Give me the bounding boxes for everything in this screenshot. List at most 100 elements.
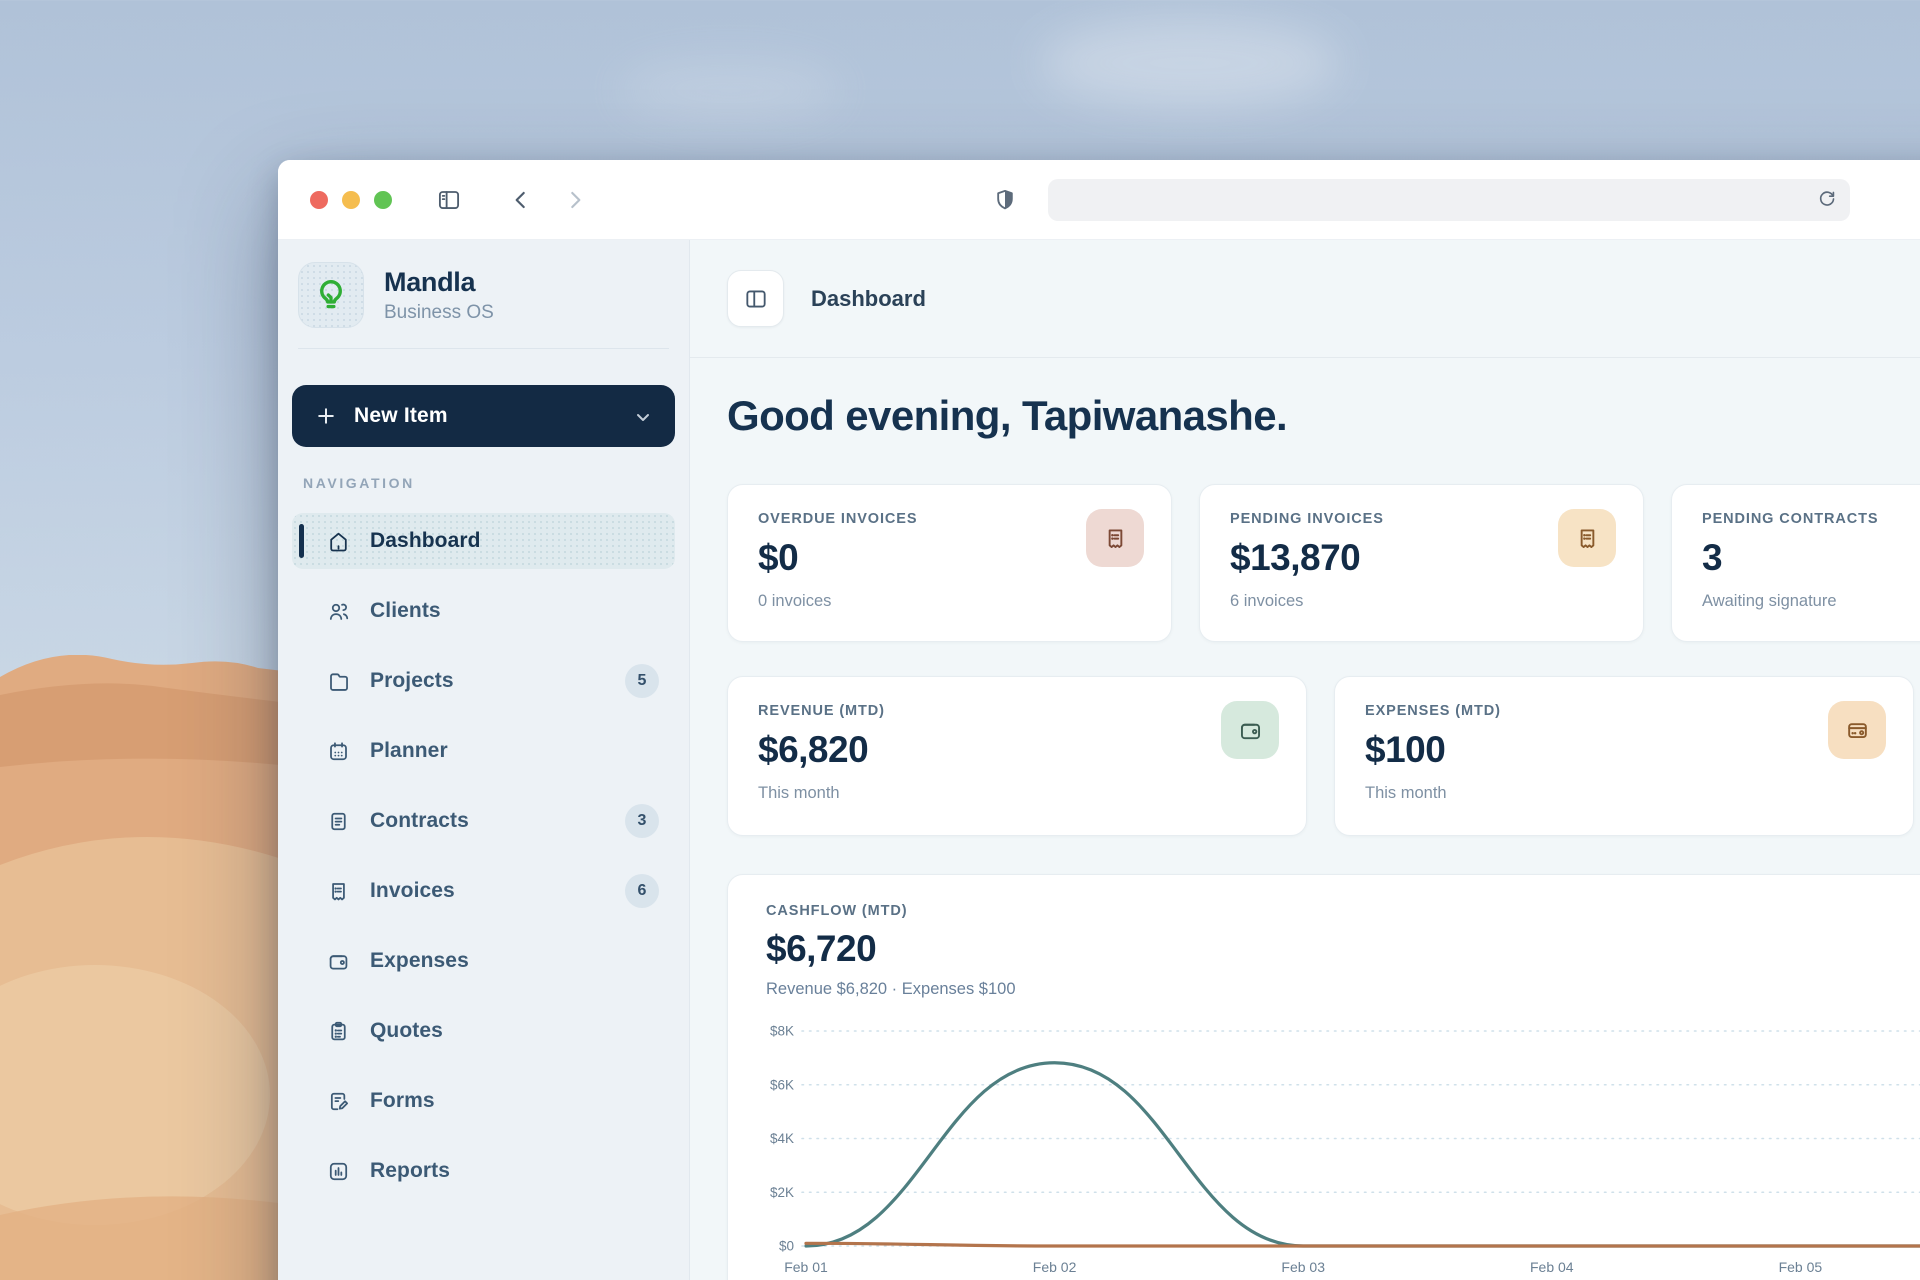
sky-haze: [620, 60, 840, 120]
zoom-window-button[interactable]: [374, 191, 392, 209]
page-header: Dashboard: [690, 240, 1920, 358]
x-axis-tick: Feb 01: [784, 1259, 828, 1275]
refresh-icon[interactable]: [1816, 188, 1840, 212]
sidebar-item-label: Contracts: [370, 809, 469, 833]
sidebar-divider: [298, 348, 669, 349]
y-axis-tick: $2K: [770, 1185, 794, 1200]
y-axis-tick: $6K: [770, 1077, 794, 1092]
panel-toggle-button[interactable]: [727, 270, 784, 327]
dashboard-content: Good evening, Tapiwanashe. OVERDUE INVOI…: [690, 358, 1920, 1280]
nav-list: Dashboard Clients Projects 5 Planner Contract…: [289, 513, 678, 1199]
card-label: OVERDUE INVOICES: [758, 511, 1141, 527]
app-frame: Mandla Business OS New Item NAVIGATION D…: [278, 240, 1920, 1280]
sidebar-item-label: Clients: [370, 599, 441, 623]
sidebar-item-label: Dashboard: [370, 529, 481, 553]
bar-chart-icon: [326, 1159, 351, 1184]
sidebar-toggle-icon[interactable]: [434, 185, 464, 215]
cashflow-subtitle: Revenue $6,820 · Expenses $100: [766, 980, 1920, 999]
card-label: PENDING CONTRACTS: [1702, 511, 1920, 527]
clipboard-icon: [326, 1019, 351, 1044]
brand-name: Mandla: [384, 267, 494, 298]
brand: Mandla Business OS: [289, 250, 678, 328]
sidebar-item-contracts[interactable]: Contracts 3: [292, 793, 675, 849]
cashflow-card: CASHFLOW (MTD) $6,720 Revenue $6,820 · E…: [727, 874, 1920, 1280]
card-subtext: 6 invoices: [1230, 592, 1613, 611]
card-label: EXPENSES (MTD): [1365, 703, 1883, 719]
folder-icon: [326, 669, 351, 694]
calendar-icon: [326, 739, 351, 764]
sidebar: Mandla Business OS New Item NAVIGATION D…: [278, 240, 690, 1280]
desktop: { "window": { "traffic_lights": ["close"…: [0, 0, 1920, 1280]
greeting: Good evening, Tapiwanashe.: [727, 392, 1920, 440]
revenue-line: [806, 1063, 1920, 1246]
wallet-icon: [1221, 701, 1279, 759]
sidebar-item-expenses[interactable]: Expenses: [292, 933, 675, 989]
sidebar-item-label: Planner: [370, 739, 448, 763]
card-pending-invoices: PENDING INVOICES $13,870 6 invoices: [1199, 484, 1644, 642]
card-expenses-mtd: EXPENSES (MTD)$100This month: [1334, 676, 1914, 836]
minimize-window-button[interactable]: [342, 191, 360, 209]
sidebar-item-invoices[interactable]: Invoices 6: [292, 863, 675, 919]
card-label: REVENUE (MTD): [758, 703, 1276, 719]
metric-cards-row: REVENUE (MTD)$6,820This monthEXPENSES (M…: [727, 676, 1920, 836]
line-chart: $0$2K$4K$6K$8KFeb 01Feb 02Feb 03Feb 04Fe…: [766, 1011, 1920, 1280]
card-value: $100: [1365, 729, 1883, 771]
shield-icon[interactable]: [990, 185, 1020, 215]
x-axis-tick: Feb 05: [1779, 1259, 1823, 1275]
card-value: $6,820: [758, 729, 1276, 771]
forward-icon[interactable]: [560, 185, 590, 215]
card-value: $13,870: [1230, 537, 1613, 579]
form-pencil-icon: [326, 1089, 351, 1114]
cashflow-chart: $0$2K$4K$6K$8KFeb 01Feb 02Feb 03Feb 04Fe…: [766, 1011, 1920, 1280]
back-icon[interactable]: [506, 185, 536, 215]
sidebar-item-clients[interactable]: Clients: [292, 583, 675, 639]
sidebar-item-dashboard[interactable]: Dashboard: [292, 513, 675, 569]
card-revenue-mtd: REVENUE (MTD)$6,820This month: [727, 676, 1307, 836]
sidebar-item-planner[interactable]: Planner: [292, 723, 675, 779]
y-axis-tick: $0: [779, 1239, 794, 1254]
sidebar-item-label: Projects: [370, 669, 454, 693]
card-value: $0: [758, 537, 1141, 579]
sidebar-item-label: Invoices: [370, 879, 455, 903]
main-panel: Dashboard Good evening, Tapiwanashe. OVE…: [690, 240, 1920, 1280]
count-badge: 5: [625, 664, 659, 698]
lightbulb-logo-icon: [298, 262, 364, 328]
document-icon: [326, 809, 351, 834]
browser-window: Mandla Business OS New Item NAVIGATION D…: [278, 160, 1920, 1280]
x-axis-tick: Feb 03: [1281, 1259, 1325, 1275]
count-badge: 3: [625, 804, 659, 838]
cashflow-value: $6,720: [766, 928, 1920, 970]
card-subtext: 0 invoices: [758, 592, 1141, 611]
x-axis-tick: Feb 04: [1530, 1259, 1574, 1275]
users-icon: [326, 599, 351, 624]
card-icon: [1828, 701, 1886, 759]
sidebar-item-forms[interactable]: Forms: [292, 1073, 675, 1129]
address-input[interactable]: [1048, 179, 1850, 221]
sidebar-item-label: Forms: [370, 1089, 435, 1113]
sidebar-item-projects[interactable]: Projects 5: [292, 653, 675, 709]
card-value: 3: [1702, 537, 1920, 579]
nav-section-label: NAVIGATION: [303, 475, 664, 491]
sidebar-item-reports[interactable]: Reports: [292, 1143, 675, 1199]
stat-cards-row: OVERDUE INVOICES $0 0 invoices PENDING INVO…: [727, 484, 1920, 642]
expenses-line: [806, 1243, 1920, 1246]
brand-tagline: Business OS: [384, 302, 494, 324]
new-item-button[interactable]: New Item: [292, 385, 675, 447]
receipt-icon: [1558, 509, 1616, 567]
sidebar-item-label: Quotes: [370, 1019, 443, 1043]
home-icon: [326, 529, 351, 554]
sidebar-item-label: Expenses: [370, 949, 469, 973]
close-window-button[interactable]: [310, 191, 328, 209]
active-indicator: [299, 524, 304, 558]
count-badge: 6: [625, 874, 659, 908]
brand-text: Mandla Business OS: [384, 267, 494, 324]
y-axis-tick: $4K: [770, 1131, 794, 1146]
card-pending-contracts: PENDING CONTRACTS 3 Awaiting signature: [1671, 484, 1920, 642]
card-label: PENDING INVOICES: [1230, 511, 1613, 527]
plus-icon: [314, 404, 338, 428]
card-subtext: Awaiting signature: [1702, 592, 1920, 611]
cashflow-label: CASHFLOW (MTD): [766, 903, 1920, 919]
sidebar-item-quotes[interactable]: Quotes: [292, 1003, 675, 1059]
address-bar: [1048, 179, 1850, 221]
card-overdue-invoices: OVERDUE INVOICES $0 0 invoices: [727, 484, 1172, 642]
